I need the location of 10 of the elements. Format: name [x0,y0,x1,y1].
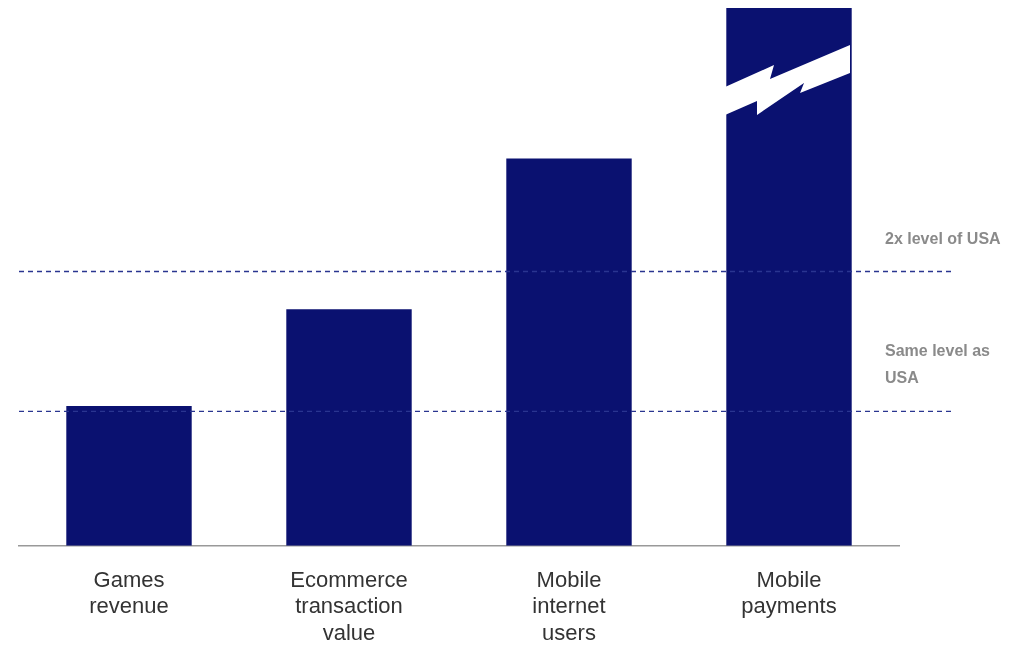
bar [66,405,192,546]
bar [286,309,412,546]
bar [506,158,632,546]
x-tick-label: Mobile payments [741,567,837,619]
ref-line-label: Same level as USA [885,342,991,387]
bar [726,8,852,546]
x-tick-label: Mobile internet users [532,567,606,645]
ref-line-label: 2x level of USA [885,229,1002,247]
x-tick-label: Games revenue [89,567,169,619]
x-tick-label: Ecommerce transaction value [290,567,408,645]
